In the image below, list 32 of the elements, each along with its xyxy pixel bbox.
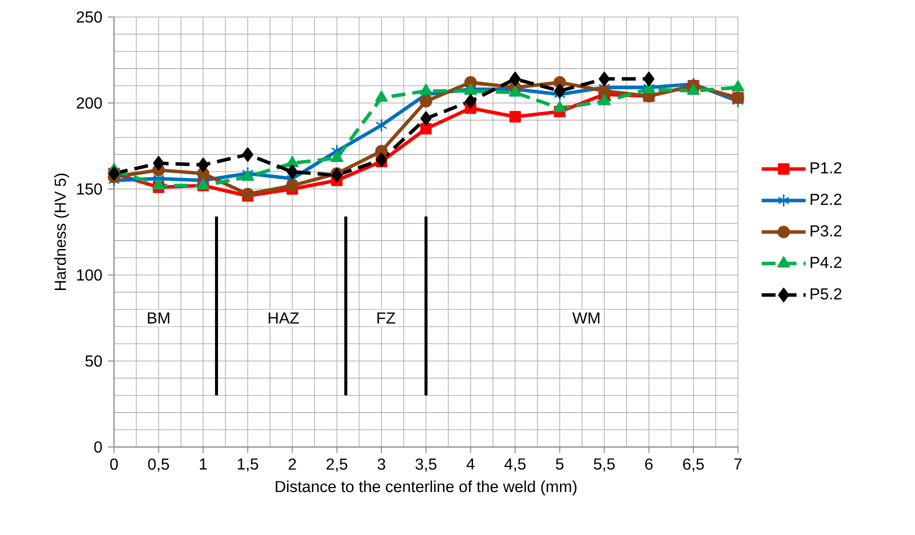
legend-label: P3.2 — [810, 225, 842, 237]
x-tick-label: 0,5 — [148, 458, 169, 472]
x-tick-label: 4,5 — [504, 458, 526, 472]
annotation: HAZ — [268, 312, 299, 324]
y-tick-label: 0 — [94, 441, 102, 453]
x-tick-label: 3,5 — [416, 458, 436, 472]
x-tick-label: 1 — [200, 458, 207, 470]
x-tick-label: 7 — [734, 458, 742, 470]
legend-label: P2.2 — [810, 194, 842, 205]
annotation: FZ — [377, 312, 396, 324]
y-axis-title: Hardness (HV 5) — [54, 174, 70, 290]
x-tick-label: 2 — [288, 458, 296, 470]
x-tick-label: 6 — [645, 458, 653, 470]
x-tick-label: 5 — [556, 458, 564, 470]
x-tick-label: 4 — [466, 458, 475, 470]
x-tick-label: 0 — [110, 458, 118, 470]
y-tick-label: 100 — [77, 269, 102, 281]
x-tick-label: 5,5 — [594, 458, 615, 472]
annotation: BM — [148, 312, 170, 324]
legend-label: P1.2 — [810, 162, 842, 174]
legend-label: P4.2 — [810, 256, 842, 268]
x-tick-label: 6,5 — [683, 458, 704, 472]
y-tick-label: 250 — [76, 11, 102, 23]
x-tick-label: 3 — [378, 458, 386, 470]
annotation: WM — [572, 312, 600, 324]
y-tick-label: 200 — [76, 97, 102, 109]
x-tick-label: 1,5 — [238, 458, 258, 472]
legend-label: P5.2 — [810, 288, 842, 300]
y-tick-label: 150 — [77, 183, 102, 195]
y-tick-label: 50 — [85, 355, 102, 367]
x-axis-title: Distance to the centerline of the weld (mm) — [276, 480, 576, 496]
x-tick-label: 2,5 — [326, 458, 348, 472]
